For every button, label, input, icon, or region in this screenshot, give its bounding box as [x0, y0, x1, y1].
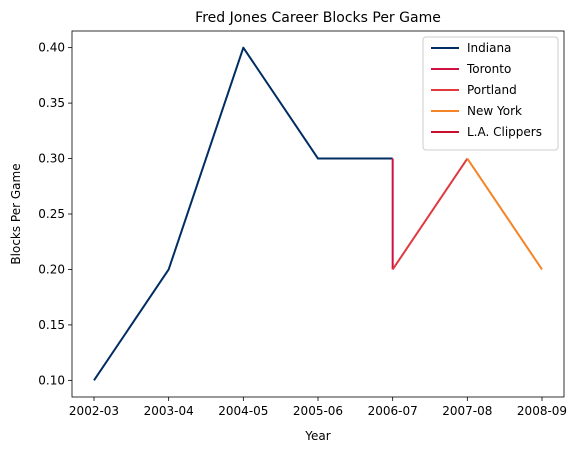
legend: Indiana Toronto Portland New York L.A. Clipp…	[422, 36, 559, 151]
x-axis-label: Year	[304, 429, 330, 443]
x-tick-label: 2005-06	[293, 404, 343, 418]
legend-label: New York	[467, 104, 522, 118]
y-tick-label: 0.40	[38, 41, 65, 55]
series-line-new-york	[466, 157, 543, 271]
chart-title: Fred Jones Career Blocks Per Game	[195, 10, 441, 26]
series-line-portland	[391, 157, 469, 271]
x-tick-label: 2002-03	[69, 404, 119, 418]
y-tick-label: 0.35	[38, 96, 65, 110]
y-axis-label: Blocks Per Game	[9, 163, 23, 264]
y-tick-label: 0.10	[38, 373, 65, 387]
x-axis: 2002-03 2003-04 2004-05 2005-06 2006-07 2007-…	[69, 397, 567, 418]
x-tick-label: 2007-08	[442, 404, 492, 418]
legend-label: L.A. Clippers	[467, 125, 542, 139]
y-axis: 0.10 0.15 0.20 0.25 0.30 0.35 0.40	[38, 41, 72, 387]
x-tick-label: 2004-05	[218, 404, 268, 418]
legend-box	[422, 36, 559, 151]
y-tick-label: 0.30	[38, 152, 65, 166]
x-tick-label: 2003-04	[144, 404, 194, 418]
y-tick-label: 0.20	[38, 262, 65, 276]
legend-label: Toronto	[466, 62, 511, 76]
series-line-indiana	[93, 46, 393, 381]
legend-label: Portland	[467, 83, 517, 97]
y-tick-label: 0.15	[38, 318, 65, 332]
series-layer	[93, 46, 543, 381]
y-tick-label: 0.25	[38, 207, 65, 221]
x-tick-label: 2006-07	[368, 404, 418, 418]
x-tick-label: 2008-09	[517, 404, 567, 418]
legend-label: Indiana	[467, 41, 511, 55]
